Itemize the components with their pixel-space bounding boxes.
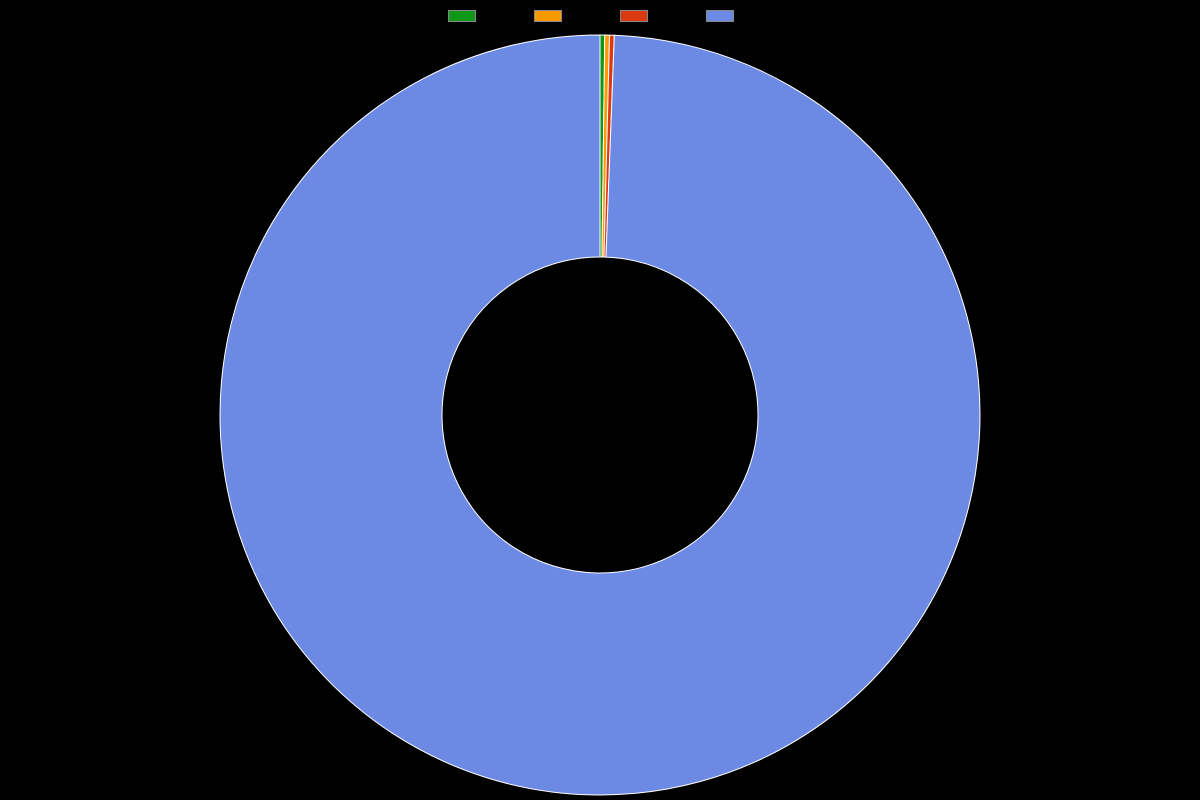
legend-swatch-2 xyxy=(620,10,648,22)
legend-swatch-0 xyxy=(448,10,476,22)
legend-item-3[interactable] xyxy=(706,10,752,22)
legend-swatch-1 xyxy=(534,10,562,22)
legend-item-0[interactable] xyxy=(448,10,494,22)
legend-item-1[interactable] xyxy=(534,10,580,22)
donut-chart xyxy=(0,30,1200,800)
legend-item-2[interactable] xyxy=(620,10,666,22)
donut-slice-3[interactable] xyxy=(220,35,980,795)
chart-legend xyxy=(448,10,752,22)
legend-swatch-3 xyxy=(706,10,734,22)
donut-chart-container xyxy=(0,30,1200,800)
